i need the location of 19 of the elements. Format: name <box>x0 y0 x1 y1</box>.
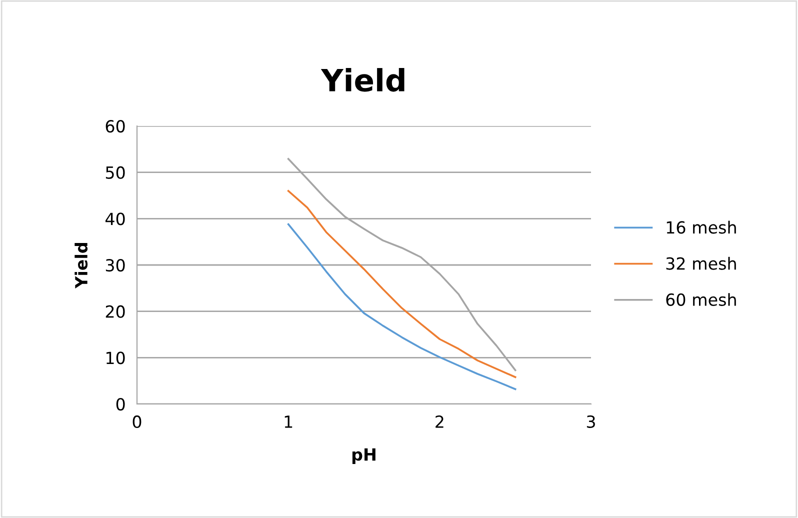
x-axis-title: pH <box>352 448 376 464</box>
line-series <box>287 190 516 378</box>
x-tick-label: 3 <box>586 415 595 428</box>
x-tick-label: 2 <box>436 415 444 428</box>
y-tick-label: 30 <box>106 258 125 272</box>
legend-label: 60 mesh <box>666 293 736 306</box>
y-axis-title: Yield <box>74 243 88 289</box>
legend-label: 16 mesh <box>666 220 736 234</box>
x-tick-label: 1 <box>284 416 292 428</box>
y-tick-label: 20 <box>106 305 125 318</box>
line-series <box>287 223 516 390</box>
y-tick-label: 50 <box>106 166 125 179</box>
legend-label: 32 mesh <box>666 256 736 270</box>
y-tick-label: 10 <box>106 352 125 364</box>
y-tick-label: 60 <box>106 120 125 133</box>
chart-title: Yield <box>320 68 404 92</box>
y-tick-label: 40 <box>105 212 125 226</box>
x-tick-label: 0 <box>132 415 142 428</box>
y-tick-label: 0 <box>116 398 125 411</box>
